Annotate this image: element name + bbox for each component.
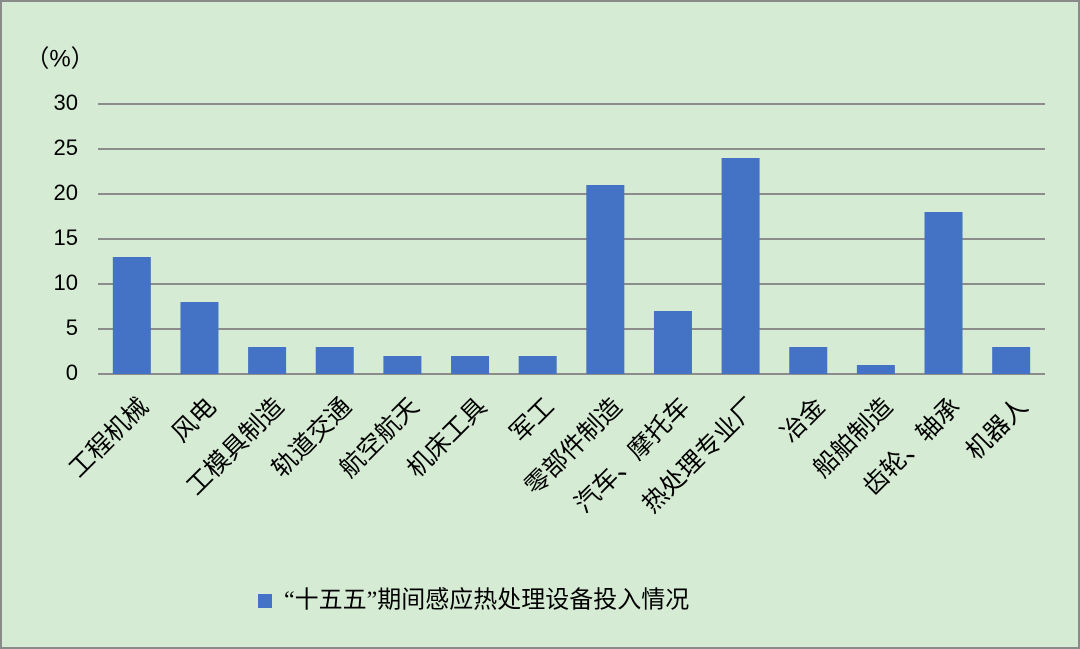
bar: [586, 185, 625, 374]
bar: [992, 347, 1031, 374]
bar: [451, 356, 490, 374]
y-tick-label: 20: [54, 180, 78, 205]
y-tick-label: 15: [54, 225, 78, 250]
y-tick-label: 0: [66, 360, 78, 385]
bar: [856, 365, 895, 374]
bar: [180, 302, 219, 374]
y-tick-label: 30: [54, 90, 78, 115]
y-tick-label: 25: [54, 135, 78, 160]
bar: [653, 311, 692, 374]
bar: [721, 158, 760, 374]
bar: [789, 347, 828, 374]
bar: [383, 356, 422, 374]
y-axis-label: （%）: [25, 45, 94, 72]
legend-swatch: [258, 594, 272, 608]
legend-label: “十五五”期间感应热处理设备投入情况: [284, 587, 689, 614]
y-tick-label: 10: [54, 270, 78, 295]
bar: [315, 347, 354, 374]
y-tick-label: 5: [66, 315, 78, 340]
bar: [518, 356, 557, 374]
bar: [248, 347, 287, 374]
bar: [924, 212, 963, 374]
bar: [112, 257, 151, 374]
